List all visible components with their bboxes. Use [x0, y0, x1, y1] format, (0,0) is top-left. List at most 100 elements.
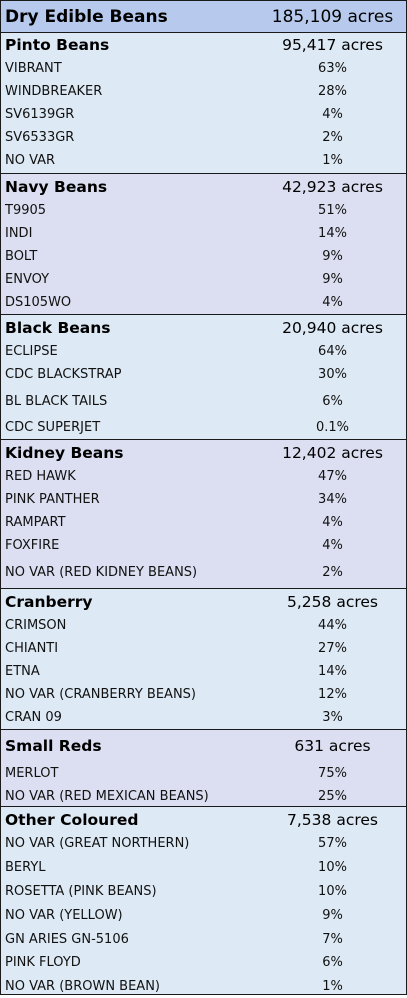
variety-share: 4%	[322, 515, 343, 530]
variety-share: 2%	[322, 564, 343, 580]
variety-share: 51%	[318, 203, 347, 218]
variety-name: CRAN 09	[5, 710, 62, 725]
variety-name: ROSETTA (PINK BEANS)	[5, 883, 157, 899]
section-acres: 12,402 acres	[282, 443, 383, 462]
section-header-row: Kidney Beans 12,402 acres	[1, 439, 406, 465]
variety-share: 25%	[318, 789, 347, 804]
variety-share: 63%	[318, 61, 347, 76]
variety-share: 4%	[322, 295, 343, 310]
variety-name: NO VAR (CRANBERRY BEANS)	[5, 687, 196, 702]
variety-row: DS105WO 4%	[1, 291, 406, 314]
variety-share: 64%	[318, 344, 347, 359]
variety-row: GN ARIES GN-5106 7%	[1, 927, 406, 951]
variety-row: SV6533GR 2%	[1, 126, 406, 149]
variety-name: DS105WO	[5, 295, 72, 310]
variety-name: NO VAR (RED KIDNEY BEANS)	[5, 564, 198, 580]
variety-share: 4%	[322, 107, 343, 122]
variety-row: NO VAR (RED MEXICAN BEANS) 25%	[1, 785, 406, 808]
variety-share: 34%	[318, 492, 347, 507]
section-band	[1, 588, 406, 729]
variety-row: BERYL 10%	[1, 855, 406, 879]
variety-share: 57%	[318, 836, 347, 851]
variety-name: PINK PANTHER	[5, 492, 100, 507]
variety-name: RAMPART	[5, 515, 66, 530]
variety-row: PINK PANTHER 34%	[1, 488, 406, 511]
variety-row: ROSETTA (PINK BEANS) 10%	[1, 879, 406, 903]
section-acres: 5,258 acres	[287, 592, 378, 611]
variety-row: CDC BLACKSTRAP 30%	[1, 363, 406, 386]
table-title-row: Dry Edible Beans 185,109 acres	[1, 1, 406, 33]
variety-share: 7%	[322, 931, 343, 947]
variety-name: ECLIPSE	[5, 344, 58, 359]
variety-share: 28%	[318, 84, 347, 99]
section-name: Cranberry	[5, 592, 93, 611]
variety-share: 4%	[322, 538, 343, 553]
variety-row: ECLIPSE 64%	[1, 340, 406, 363]
variety-share: 30%	[318, 367, 347, 382]
section-name: Small Reds	[5, 737, 102, 755]
variety-row: T9905 51%	[1, 199, 406, 222]
variety-row: NO VAR (YELLOW) 9%	[1, 903, 406, 927]
variety-share: 10%	[318, 859, 347, 875]
variety-share: 2%	[322, 130, 343, 145]
variety-row: ETNA 14%	[1, 660, 406, 683]
variety-row: NO VAR 1%	[1, 149, 406, 172]
variety-name: CHIANTI	[5, 641, 59, 656]
variety-share: 6%	[322, 955, 343, 970]
variety-name: CRIMSON	[5, 618, 67, 633]
variety-share: 1%	[322, 153, 343, 168]
variety-name: FOXFIRE	[5, 538, 60, 553]
variety-row: BOLT 9%	[1, 245, 406, 268]
section-name: Navy Beans	[5, 177, 108, 196]
variety-share: 6%	[322, 393, 343, 409]
variety-name: CDC BLACKSTRAP	[5, 367, 122, 382]
variety-name: GN ARIES GN-5106	[5, 931, 129, 947]
section-acres: 631 acres	[294, 737, 371, 755]
section-band	[1, 729, 406, 806]
section-band	[1, 33, 406, 173]
variety-row: RED HAWK 47%	[1, 465, 406, 488]
variety-name: MERLOT	[5, 766, 59, 781]
variety-name: NO VAR (GREAT NORTHERN)	[5, 836, 190, 851]
section-header-row: Black Beans 20,940 acres	[1, 314, 406, 340]
variety-name: CDC SUPERJET	[5, 420, 101, 435]
variety-name: BL BLACK TAILS	[5, 393, 108, 409]
variety-row: RAMPART 4%	[1, 511, 406, 534]
variety-name: NO VAR	[5, 153, 56, 168]
variety-row: CRIMSON 44%	[1, 614, 406, 637]
variety-row: CHIANTI 27%	[1, 637, 406, 660]
section-header-row: Cranberry 5,258 acres	[1, 588, 406, 614]
variety-name: VIBRANT	[5, 61, 62, 76]
variety-share: 10%	[318, 883, 347, 899]
section-band	[1, 173, 406, 314]
variety-share: 44%	[318, 618, 347, 633]
section-band	[1, 314, 406, 439]
variety-row: FOXFIRE 4%	[1, 534, 406, 557]
variety-name: INDI	[5, 226, 33, 241]
variety-share: 9%	[322, 272, 343, 287]
variety-row: NO VAR (BROWN BEAN) 1%	[1, 974, 406, 998]
variety-share: 27%	[318, 641, 347, 656]
variety-name: NO VAR (RED MEXICAN BEANS)	[5, 789, 209, 804]
section-acres: 42,923 acres	[282, 177, 383, 196]
variety-row: ENVOY 9%	[1, 268, 406, 291]
variety-row: NO VAR (GREAT NORTHERN) 57%	[1, 832, 406, 855]
section-acres: 95,417 acres	[282, 36, 383, 54]
section-band	[1, 439, 406, 588]
variety-row: WINDBREAKER 28%	[1, 80, 406, 103]
section-name: Pinto Beans	[5, 36, 110, 54]
variety-share: 9%	[322, 907, 343, 923]
variety-name: ETNA	[5, 664, 40, 679]
variety-row: INDI 14%	[1, 222, 406, 245]
variety-row: NO VAR (RED KIDNEY BEANS) 2%	[1, 557, 406, 587]
section-band	[1, 806, 406, 994]
variety-row: PINK FLOYD 6%	[1, 951, 406, 974]
variety-name: ENVOY	[5, 272, 50, 287]
variety-name: SV6139GR	[5, 107, 75, 122]
variety-row: CDC SUPERJET 0.1%	[1, 416, 406, 439]
variety-share: 14%	[318, 226, 347, 241]
variety-share: 75%	[318, 766, 347, 781]
variety-share: 47%	[318, 469, 347, 484]
section-name: Black Beans	[5, 318, 111, 337]
